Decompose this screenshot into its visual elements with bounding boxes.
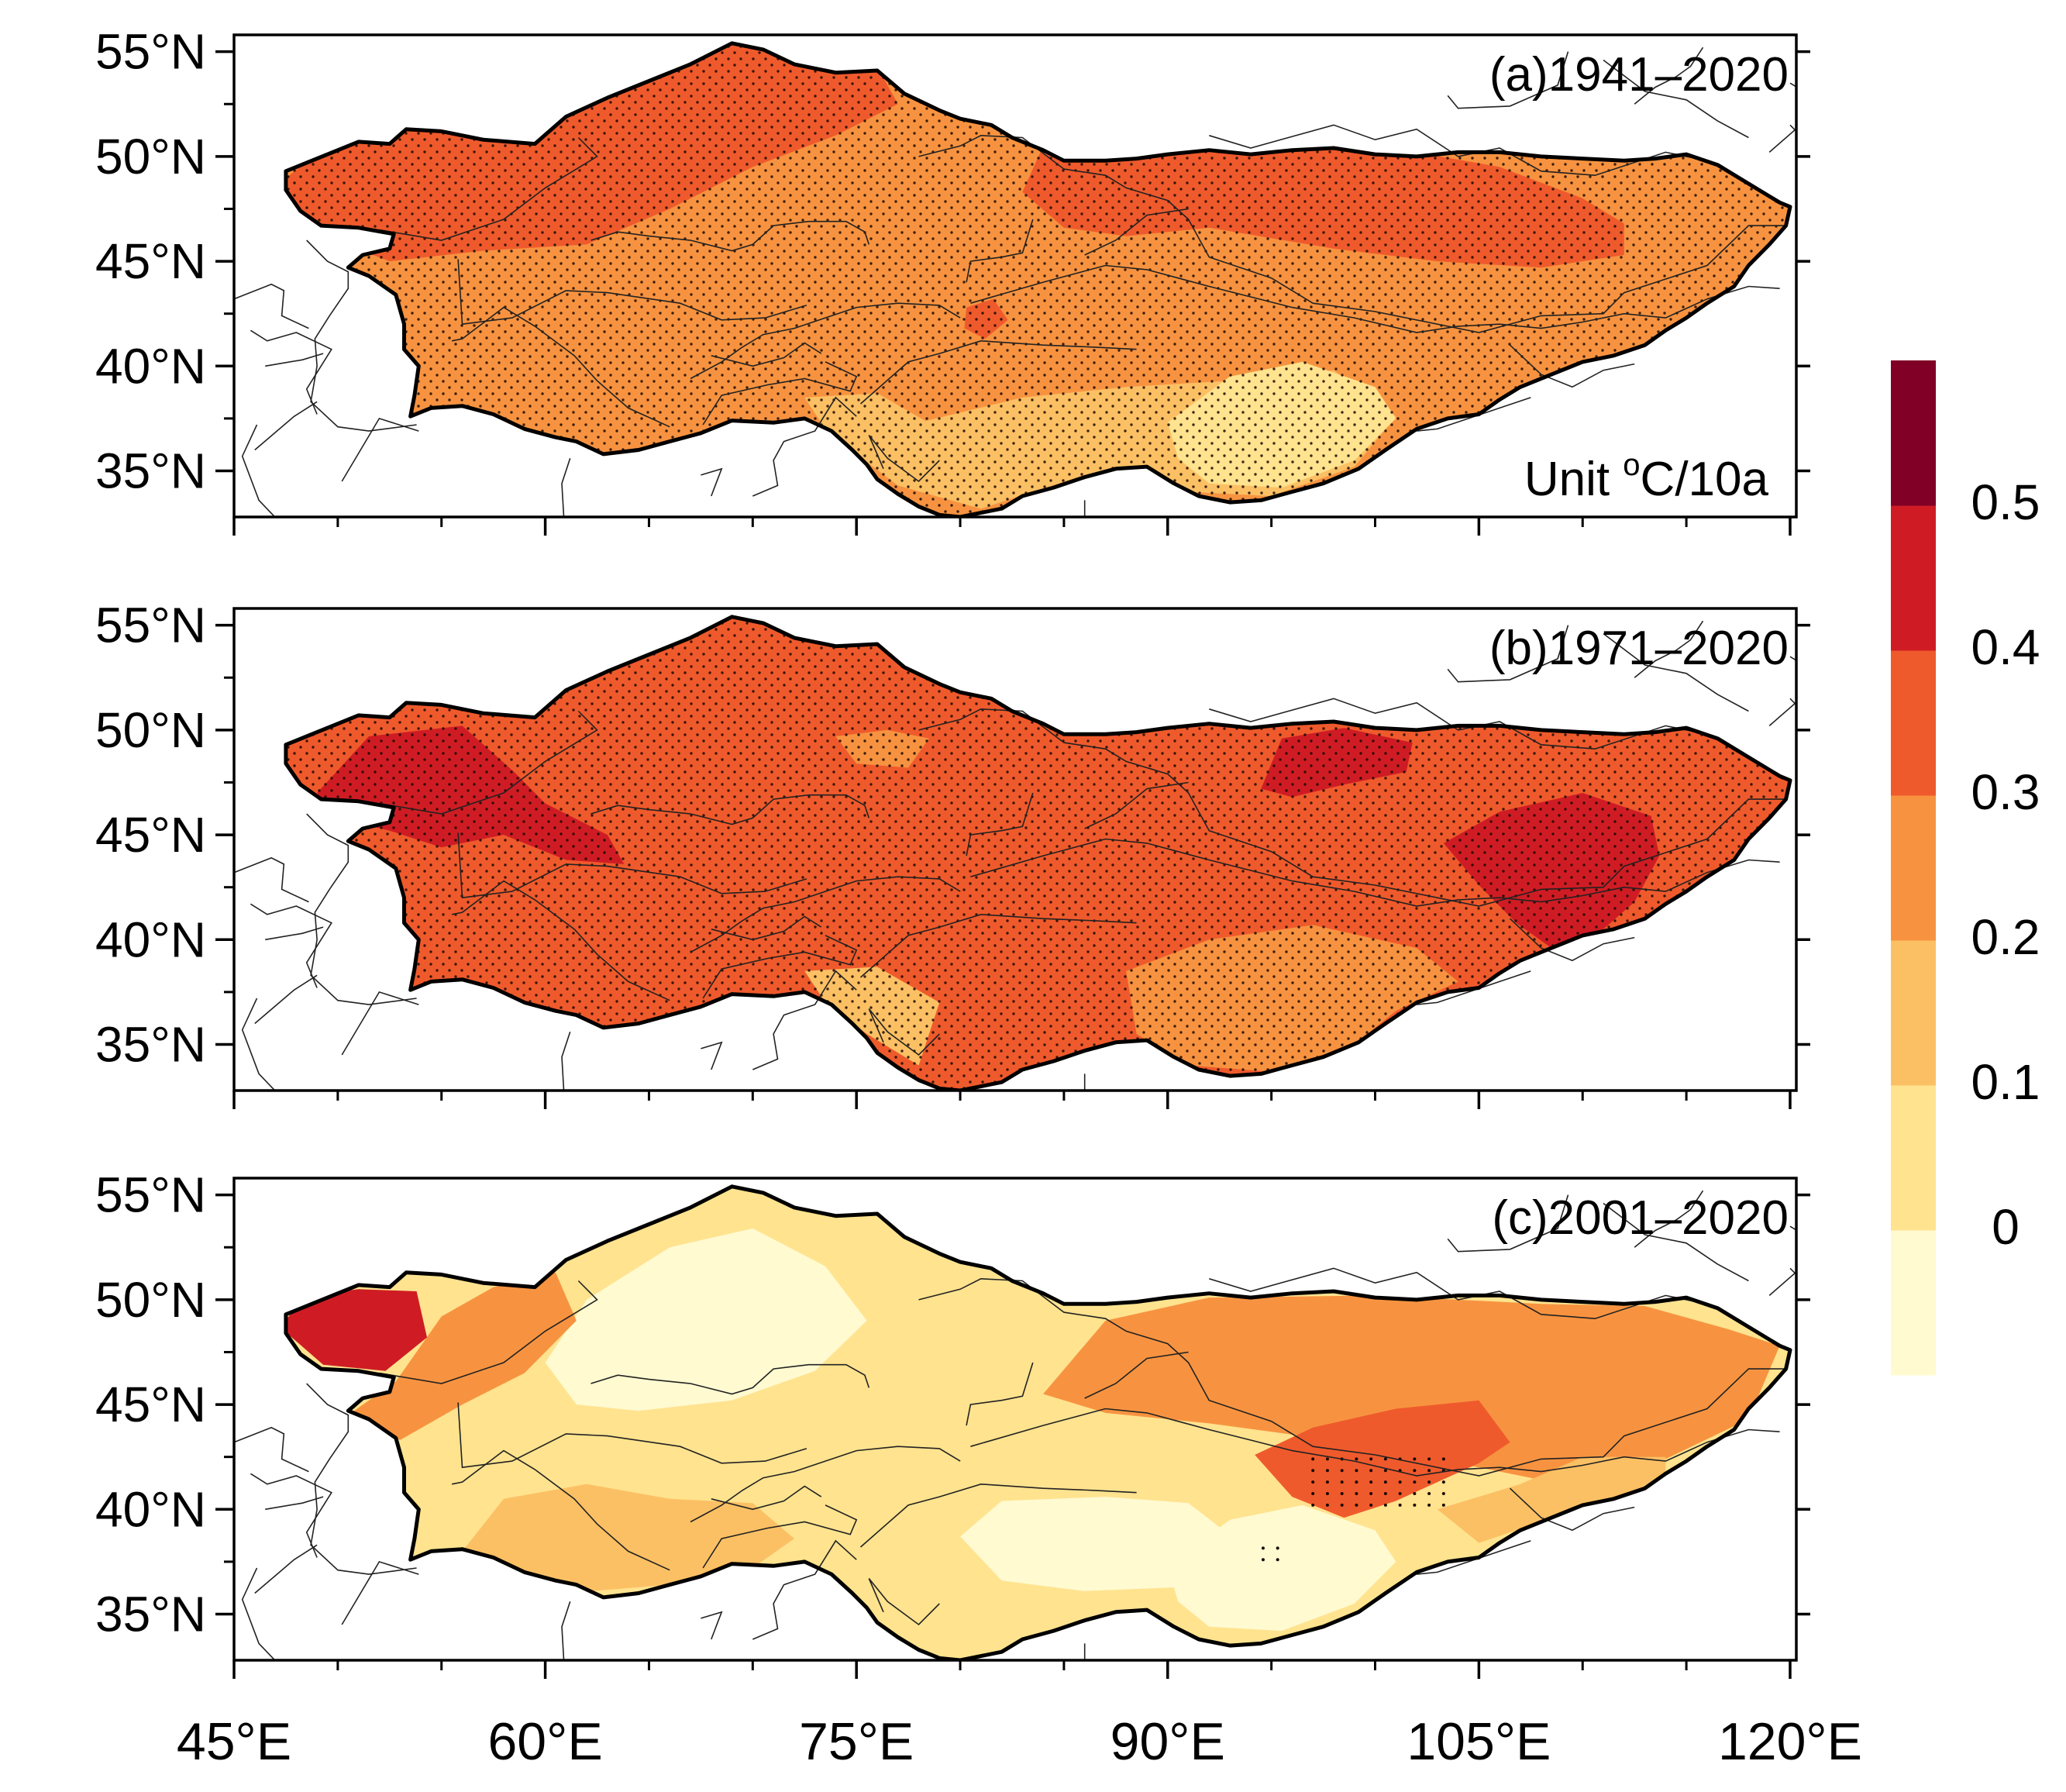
colorbar-tick-label: 0.1 bbox=[1971, 1054, 2040, 1110]
zone-east-mongolia-zone bbox=[1043, 1295, 1780, 1484]
y-tick-label: 50°N bbox=[95, 1272, 206, 1328]
y-tick-label: 35°N bbox=[95, 1017, 206, 1073]
country-borders bbox=[234, 620, 1796, 1091]
panels-layer: 55°N 50°N 45°N 40°N 35°N (a)1941–2020 Unit oC/… bbox=[95, 24, 1810, 1679]
colorbar-swatch bbox=[1891, 650, 1936, 796]
panel-frame bbox=[232, 1177, 1798, 1662]
x-tick-label: 90°E bbox=[1110, 1712, 1225, 1771]
y-tick-label: 45°N bbox=[95, 807, 206, 863]
zone-west-edge-zone bbox=[348, 1272, 577, 1440]
significance-stippling bbox=[1261, 1457, 1445, 1562]
panel-frame bbox=[232, 33, 1798, 519]
colorbar-tick-label: 0.4 bbox=[1971, 619, 2040, 675]
x-tick-label: 105°E bbox=[1407, 1712, 1551, 1771]
study-region-outline bbox=[284, 41, 1792, 517]
y-tick-label: 55°N bbox=[95, 1167, 206, 1223]
study-region-outline bbox=[284, 615, 1792, 1091]
panel-c: 55°N 50°N 45°N 40°N 35°N (c)2001–2020 bbox=[95, 1167, 1810, 1679]
panel-label: (a)1941–2020 bbox=[1489, 48, 1789, 102]
panel-a: 55°N 50°N 45°N 40°N 35°N (a)1941–2020 Unit oC/… bbox=[95, 24, 1810, 536]
y-tick-label: 50°N bbox=[95, 129, 206, 184]
study-region-outline bbox=[284, 1184, 1792, 1660]
colorbar-swatch bbox=[1891, 1230, 1936, 1376]
x-tick-label: 75°E bbox=[799, 1712, 914, 1771]
y-tick-label: 40°N bbox=[95, 912, 206, 967]
panel-label: (c)2001–2020 bbox=[1492, 1191, 1789, 1245]
unit-label: Unit oC/10a bbox=[1524, 448, 1769, 506]
colorbar-swatch bbox=[1891, 795, 1936, 941]
panel-label: (b)1971–2020 bbox=[1489, 622, 1789, 675]
colorbar: 0 0.1 0.2 0.3 0.4 0.5 bbox=[1891, 360, 2040, 1376]
colorbar-swatch bbox=[1891, 940, 1936, 1086]
y-tick-label: 35°N bbox=[95, 1587, 206, 1642]
y-tick-label: 40°N bbox=[95, 338, 206, 394]
x-tick-label: 120°E bbox=[1718, 1712, 1862, 1771]
colorbar-tick-label: 0.5 bbox=[1971, 474, 2040, 530]
x-tick-label: 45°E bbox=[177, 1712, 291, 1771]
zone-far-west-hotspot bbox=[285, 1289, 427, 1371]
zone-qaidam-zone bbox=[1167, 1504, 1396, 1632]
zone-hexi-corridor-zone bbox=[1255, 1400, 1510, 1518]
y-tick-label: 45°N bbox=[95, 1377, 206, 1432]
colorbar-tick-label: 0.2 bbox=[1971, 909, 2040, 965]
zone-central-kazakh-zone bbox=[545, 1228, 867, 1411]
x-axis-labels: 45°E 60°E 75°E 90°E 105°E 120°E bbox=[177, 1712, 1862, 1771]
colorbar-swatch bbox=[1891, 360, 1936, 506]
panel-b: 55°N 50°N 45°N 40°N 35°N (b)1971–2020 bbox=[95, 598, 1810, 1109]
colorbar-swatch bbox=[1891, 505, 1936, 651]
y-tick-label: 55°N bbox=[95, 598, 206, 653]
y-tick-label: 50°N bbox=[95, 702, 206, 758]
colorbar-tick-label: 0.3 bbox=[1971, 764, 2040, 820]
x-tick-label: 60°E bbox=[487, 1712, 602, 1771]
y-tick-label: 35°N bbox=[95, 443, 206, 499]
colorbar-tick-label: 0 bbox=[1992, 1199, 2020, 1255]
panel-frame bbox=[232, 607, 1798, 1092]
country-borders bbox=[234, 1190, 1796, 1660]
y-tick-label: 40°N bbox=[95, 1481, 206, 1537]
zone-east-gobi-zone bbox=[1437, 1456, 1666, 1543]
colorbar-swatch bbox=[1891, 1085, 1936, 1231]
y-tick-label: 55°N bbox=[95, 24, 206, 80]
y-tick-label: 45°N bbox=[95, 233, 206, 289]
